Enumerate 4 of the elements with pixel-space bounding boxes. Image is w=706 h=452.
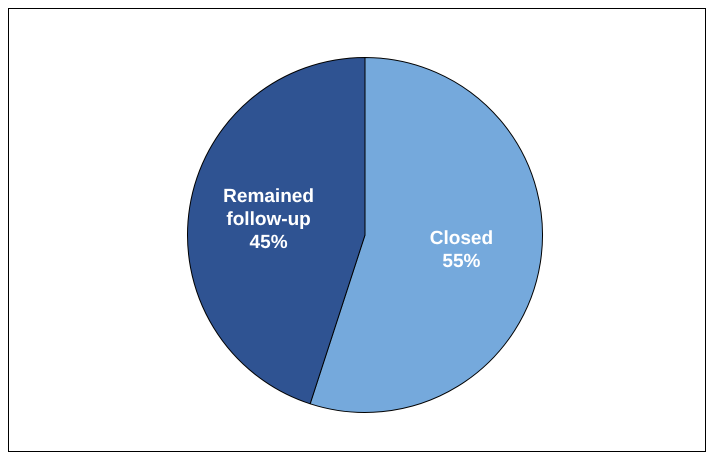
- data-label: 55%: [442, 251, 481, 272]
- slice-label: Remained follow-up: [223, 186, 314, 230]
- slice-label: Closed: [430, 228, 494, 250]
- data-label: 45%: [250, 232, 288, 253]
